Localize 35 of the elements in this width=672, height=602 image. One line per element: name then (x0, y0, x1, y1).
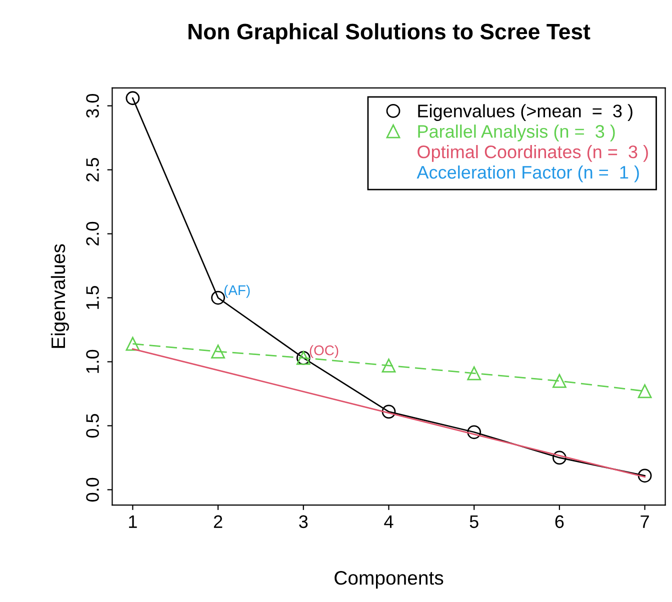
y-tick-label: 2.0 (86, 222, 99, 246)
point (211, 290, 225, 305)
y-tick-label: 3.0 (86, 94, 99, 118)
x-tick-label: 4 (384, 515, 394, 528)
point (638, 468, 652, 483)
legend-label: Acceleration Factor (n = 1 ) (416, 165, 639, 182)
point (552, 374, 566, 388)
y-tick-label: 0.5 (86, 414, 99, 438)
y-axis-title: Eigenvalues (50, 244, 70, 348)
point (467, 425, 482, 440)
y-tick-label: 1.5 (86, 286, 99, 309)
y-tick-label: 0.0 (86, 478, 99, 502)
x-axis-title: Components (334, 571, 444, 589)
chart-title: Non Graphical Solutions to Scree Test (188, 23, 590, 44)
x-tick-label: 6 (555, 515, 564, 528)
annotation: (AF) (224, 284, 250, 298)
x-tick-label: 2 (214, 515, 222, 528)
point (382, 404, 396, 419)
legend-label: Eigenvalues (>mean = 3 ) (418, 104, 632, 121)
point (211, 344, 225, 358)
y-tick-label: 2.5 (86, 158, 99, 182)
legend-label: Parallel Analysis (n = 3 ) (418, 124, 615, 142)
point (638, 384, 652, 398)
x-tick-label: 5 (470, 515, 478, 528)
point (126, 336, 140, 351)
x-tick-label: 3 (299, 515, 308, 528)
point (382, 358, 396, 373)
y-tick-label: 1.0 (86, 350, 99, 373)
x-tick-label: 7 (640, 515, 649, 528)
point (126, 91, 140, 106)
point (552, 450, 566, 465)
point (467, 366, 482, 380)
text: Optimal Coordinates (n = 3 ) (418, 145, 648, 162)
x-tick-label: 1 (129, 515, 137, 528)
annotation: (OC) (310, 345, 338, 358)
